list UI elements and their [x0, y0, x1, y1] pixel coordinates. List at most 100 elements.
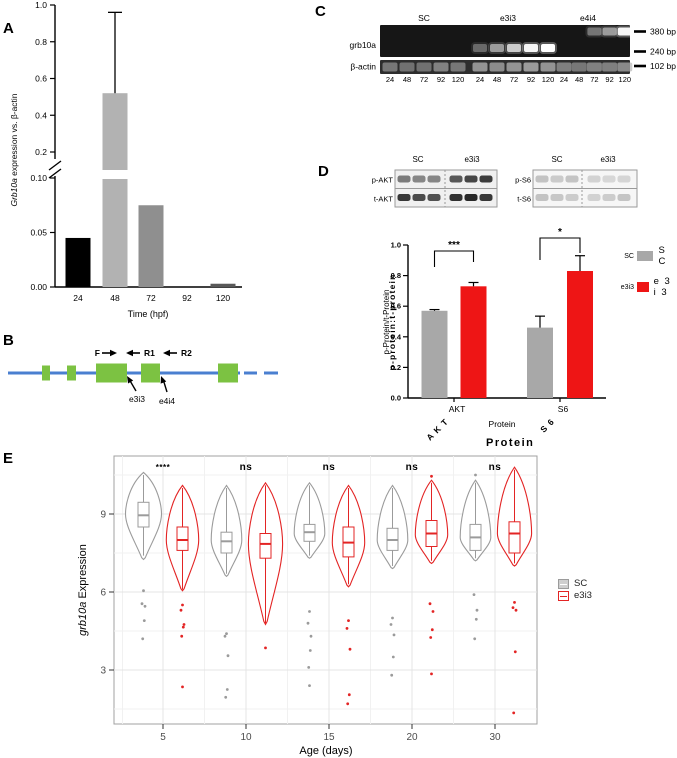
- bar-e3i3-AKT: [460, 286, 487, 398]
- sig-label-20: ns: [406, 462, 419, 473]
- primer-arrowhead-R1: [126, 349, 133, 357]
- x-tick-label: 30: [489, 732, 501, 743]
- legend-item-e3i3: e3i3: [558, 590, 592, 601]
- outlier-point: [474, 617, 478, 621]
- panel-d-western-blots: SC e3i3 p-AKT t-AKT SC e3i3 p-S6 t-S6: [372, 155, 638, 208]
- gel-band-actin: [586, 62, 602, 72]
- outlier-point: [430, 672, 433, 676]
- exon-2: [67, 365, 76, 381]
- y-axis-title: Grb10a expression vs. β-actin: [9, 93, 19, 206]
- blot-band: [565, 194, 579, 201]
- sig-label-10: ns: [240, 462, 253, 473]
- gel-band-actin: [571, 62, 587, 72]
- outlier-point: [181, 625, 185, 629]
- blot-band: [427, 194, 441, 201]
- lane-label: 120: [452, 75, 465, 84]
- bar-120: [210, 283, 236, 287]
- y-tick-label: 9: [100, 510, 106, 521]
- blot-band: [397, 194, 411, 201]
- y-tick-label: 0.10: [30, 173, 47, 183]
- outlier-point: [142, 589, 145, 593]
- gel-row-label-actin: β-actin: [350, 62, 376, 72]
- outlier-point: [223, 634, 227, 638]
- outlier-point: [512, 711, 516, 715]
- blot-band: [587, 194, 601, 201]
- outlier-point: [347, 693, 351, 697]
- blot-row-label-p-S6: p-S6: [515, 176, 531, 185]
- y-tick-label: 0.2: [35, 147, 47, 157]
- mutation-label-e4i4: e4i4: [159, 396, 175, 406]
- blot-group-label-SC: SC: [412, 155, 423, 164]
- outlier-point: [309, 634, 313, 638]
- mutation-arrowhead-e4i4: [160, 376, 167, 384]
- outlier-point: [514, 608, 518, 612]
- blot-band: [412, 175, 426, 183]
- blot-band: [550, 175, 564, 183]
- outlier-point: [347, 619, 350, 622]
- gel-band-grb10a: [473, 44, 487, 52]
- gel-band-grb10a: [507, 44, 521, 52]
- primer-arrowhead-F: [110, 349, 117, 357]
- primer-label-F: F: [95, 348, 100, 358]
- gel-band-grb10a: [524, 44, 538, 52]
- blot-band: [479, 175, 493, 183]
- outlier-point: [511, 606, 515, 609]
- x-tick-label: 15: [323, 732, 335, 743]
- blot-band: [617, 194, 631, 201]
- outlier-point: [391, 655, 395, 659]
- outlier-point: [346, 702, 350, 706]
- y-tick-label: 0.4: [391, 332, 402, 341]
- outlier-point: [179, 608, 183, 612]
- lane-label: 48: [493, 75, 501, 84]
- exon-4: [141, 363, 160, 383]
- y-tick-label: 0.8: [391, 271, 401, 280]
- x-tick-label-S6: S6: [558, 404, 569, 414]
- gel-band-actin: [489, 62, 505, 72]
- outlier-point: [473, 637, 477, 641]
- lane-label: 24: [386, 75, 394, 84]
- legend-label-e3i3: e3i3: [574, 590, 592, 601]
- y-tick-label: 0.4: [35, 110, 47, 120]
- x-tick-label: 48: [110, 293, 120, 303]
- bar-SC-S6: [527, 327, 553, 398]
- x-tick-label-AKT: AKT: [449, 404, 466, 414]
- gel-band-grb10a: [617, 27, 632, 36]
- panel-c-gel: SC e3i3 e4i4 24 48 72 92 120 24 48 72 92 120 24 48 72 92…: [350, 13, 677, 84]
- outlier-point: [428, 602, 432, 606]
- legend-label-e3i3: e 3 i 3: [653, 276, 672, 298]
- gel-band-actin: [523, 62, 539, 72]
- blot-band: [464, 175, 478, 183]
- outlier-point: [308, 610, 311, 613]
- gel-group-label-e4i4: e4i4: [580, 13, 596, 23]
- lane-label: 24: [476, 75, 484, 84]
- marker-label: 240 bp: [650, 47, 676, 57]
- gel-band-grb10a: [490, 44, 504, 52]
- outlier-point: [513, 601, 516, 604]
- bar-48-upper: [102, 93, 128, 170]
- outlier-point: [181, 685, 184, 689]
- primer-arrowhead-R2: [163, 349, 170, 357]
- legend-key-sc: SC: [624, 252, 634, 260]
- box-10-SC: [220, 531, 233, 554]
- outlier-point: [225, 632, 228, 635]
- lane-label: 48: [403, 75, 411, 84]
- blot-band: [449, 194, 463, 201]
- bar-48-lower: [102, 179, 128, 287]
- panel-c-label: C: [315, 3, 326, 20]
- blot-group-label-SC: SC: [551, 155, 562, 164]
- outlier-point: [431, 610, 435, 613]
- gel-band-grb10a: [602, 27, 617, 36]
- outlier-point: [143, 604, 147, 608]
- y-tick-label: 0.8: [35, 37, 47, 47]
- outlier-point: [264, 646, 267, 650]
- panel-b-gene-diagram: F R1 R2 e3i3 e4i4: [8, 348, 278, 406]
- legend-item-e3i3: e3i3 e 3 i 3: [618, 276, 677, 298]
- legend-swatch-e3i3: [558, 590, 569, 601]
- y-tick-label: 0.6: [391, 302, 401, 311]
- y-axis-title: p-Protein/t-Protein: [382, 290, 391, 355]
- blot-row-label-p-AKT: p-AKT: [372, 176, 394, 185]
- x-axis-title: Time (hpf): [128, 309, 169, 319]
- lane-label: 24: [560, 75, 568, 84]
- blot-row-label-t-AKT: t-AKT: [374, 195, 394, 204]
